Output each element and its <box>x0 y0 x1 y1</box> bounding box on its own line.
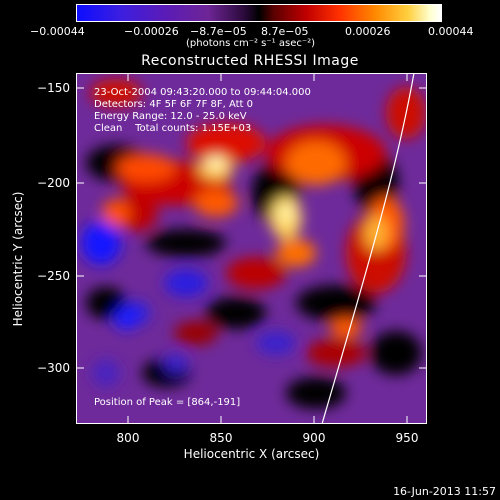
colorbar-tick-2: −8.7e−05 <box>190 25 247 38</box>
x-tick-label: 950 <box>395 431 419 445</box>
x-axis-label: Heliocentric X (arcsec) <box>183 447 320 461</box>
peak-position-label: Position of Peak = [864,-191] <box>94 397 241 408</box>
colorbar <box>76 4 442 22</box>
x-tick-label: 800 <box>116 431 140 445</box>
colorbar-units: (photons cm⁻² s⁻¹ asec⁻²) <box>186 38 316 49</box>
x-tick-label: 900 <box>302 431 326 445</box>
y-tick-label: −300 <box>37 361 70 375</box>
colorbar-tick-0: −0.00044 <box>30 25 85 38</box>
timestamp: 16-Jun-2013 11:57 <box>393 485 496 498</box>
plot-title: Reconstructed RHESSI Image <box>141 53 359 69</box>
colorbar-tick-3: 8.7e−05 <box>261 25 309 38</box>
info-line-1: 23-Oct-2004 09:43:20.000 to 09:44:04.000 <box>94 87 311 98</box>
y-axis-label: Heliocentric Y (arcsec) <box>11 191 25 327</box>
info-line-2: Detectors: 4F 5F 6F 7F 8F, Att 0 <box>94 99 254 110</box>
y-tick-label: −250 <box>37 269 70 283</box>
info-line-3: Energy Range: 12.0 - 25.0 keV <box>94 111 247 122</box>
y-tick-label: −200 <box>37 176 70 190</box>
rhessi-image <box>76 73 427 424</box>
x-tick-label: 850 <box>209 431 233 445</box>
colorbar-tick-5: 0.00044 <box>428 25 474 38</box>
colorbar-tick-4: 0.00026 <box>345 25 391 38</box>
y-tick-label: −150 <box>37 81 70 95</box>
colorbar-tick-1: −0.00026 <box>124 25 179 38</box>
info-line-4: Clean Total counts: 1.15E+03 <box>94 123 252 134</box>
